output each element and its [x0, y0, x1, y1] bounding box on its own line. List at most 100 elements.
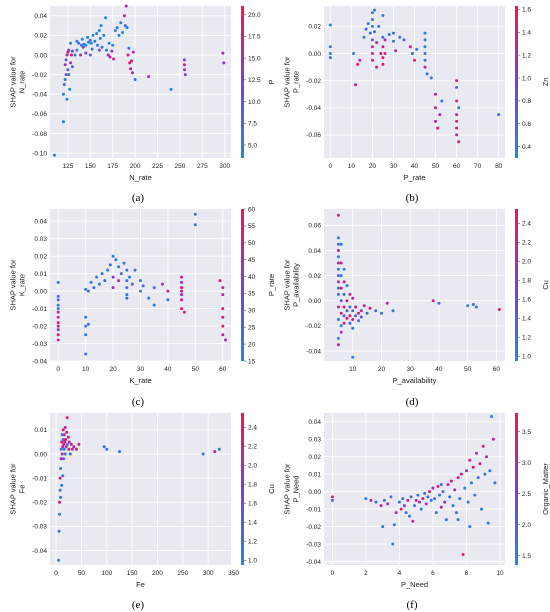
data-point: [122, 261, 126, 265]
data-point: [221, 286, 225, 290]
y-tick-label: 0.02: [308, 273, 321, 280]
data-point: [224, 338, 227, 342]
data-point: [368, 31, 372, 35]
data-point: [485, 455, 489, 459]
data-point: [141, 284, 145, 288]
data-point: [147, 75, 151, 79]
data-point: [454, 511, 458, 515]
data-point: [84, 333, 88, 337]
data-point: [56, 280, 60, 284]
data-point: [56, 307, 60, 311]
data-point: [70, 65, 74, 69]
data-point: [455, 99, 459, 103]
x-tick-label: 30: [407, 366, 415, 373]
data-point: [213, 450, 217, 454]
plot-area: [324, 209, 505, 361]
colorbar-label: P_rate: [267, 274, 276, 296]
panel-e: (e) 0 50 100 150 200 250 300 350 -0.04 -0.03 -0.02…: [9, 413, 276, 611]
panel-a: (a) 125 150 175 200 225 250 275 300 -0.10 -0.08 -0…: [9, 4, 276, 204]
x-tick-label: 250: [174, 163, 185, 170]
data-point: [69, 61, 73, 65]
data-point: [125, 268, 129, 272]
colorbar-tick-label: 1.8: [248, 482, 257, 489]
data-point: [193, 212, 197, 216]
data-point: [351, 355, 355, 359]
data-point: [124, 4, 128, 8]
data-point: [423, 491, 427, 495]
data-point: [370, 18, 374, 22]
data-point: [60, 483, 64, 487]
colorbar-tick-label: 3.5: [522, 429, 531, 436]
data-point: [413, 504, 416, 508]
y-axis-label: SHAP value forN_rate: [9, 56, 27, 108]
panel-c: (c) 0 10 20 30 40 50 60 -0.04 -0.03 -0.02 -0.01 0.0…: [9, 206, 277, 408]
data-point: [394, 511, 398, 515]
data-point: [466, 500, 470, 504]
x-tick-label: 60: [219, 366, 227, 373]
data-point: [336, 213, 340, 217]
x-tick-label: 0: [56, 366, 60, 373]
data-point: [128, 61, 132, 65]
colorbar-tick-label: 12.5: [248, 77, 261, 84]
data-point: [457, 140, 461, 144]
data-point: [339, 261, 343, 265]
x-tick-label: 10: [82, 366, 90, 373]
data-point: [117, 33, 121, 37]
data-point: [81, 45, 85, 49]
data-point: [58, 476, 62, 480]
data-point: [125, 293, 129, 297]
x-tick-label: 30: [390, 163, 398, 170]
data-point: [399, 507, 403, 511]
colorbar: [241, 209, 244, 361]
colorbar-tick-label: 15.0: [248, 55, 261, 62]
data-point: [387, 33, 391, 36]
data-point: [70, 53, 73, 57]
y-axis-label-line: SHAP value for: [283, 259, 292, 311]
data-point: [336, 249, 340, 252]
panel-caption: (a): [132, 192, 145, 204]
data-point: [328, 52, 332, 55]
x-tick-label: 6: [431, 570, 435, 577]
y-tick-label: 0.00: [34, 451, 47, 458]
data-point: [84, 287, 88, 291]
y-axis-label-line: N_rate: [18, 71, 27, 94]
data-point: [110, 49, 114, 53]
data-point: [424, 502, 428, 506]
data-point: [112, 57, 116, 61]
y-tick-label: -0.03: [32, 524, 47, 531]
data-point: [336, 292, 340, 296]
data-point: [342, 314, 346, 318]
data-point: [381, 35, 385, 39]
data-point: [64, 73, 68, 77]
data-point: [99, 24, 103, 28]
data-point: [113, 29, 117, 32]
data-point: [119, 21, 123, 25]
data-point: [404, 511, 408, 515]
data-point: [423, 31, 427, 35]
data-point: [438, 113, 442, 117]
data-point: [459, 472, 463, 476]
data-point: [56, 310, 60, 314]
data-point: [180, 280, 184, 284]
y-tick-label: 0.01: [308, 471, 321, 478]
data-point: [125, 286, 129, 290]
panel-caption: (c): [132, 396, 145, 408]
colorbar-tick-label: 3.0: [522, 460, 531, 467]
data-point: [67, 48, 71, 52]
data-point: [455, 85, 459, 89]
colorbar-tick-label: 2.0: [522, 259, 531, 266]
data-point: [392, 31, 395, 35]
y-axis-label-line: P_rate: [292, 71, 301, 93]
data-point: [166, 298, 170, 302]
x-tick-label: 20: [378, 366, 386, 373]
data-point: [79, 43, 83, 47]
data-point: [336, 336, 340, 340]
colorbar: [515, 413, 518, 565]
data-point: [383, 38, 387, 42]
data-point: [439, 505, 443, 509]
data-point: [182, 310, 186, 314]
data-point: [336, 242, 340, 246]
data-point: [147, 296, 151, 300]
data-point: [61, 92, 65, 96]
data-point: [87, 40, 90, 44]
